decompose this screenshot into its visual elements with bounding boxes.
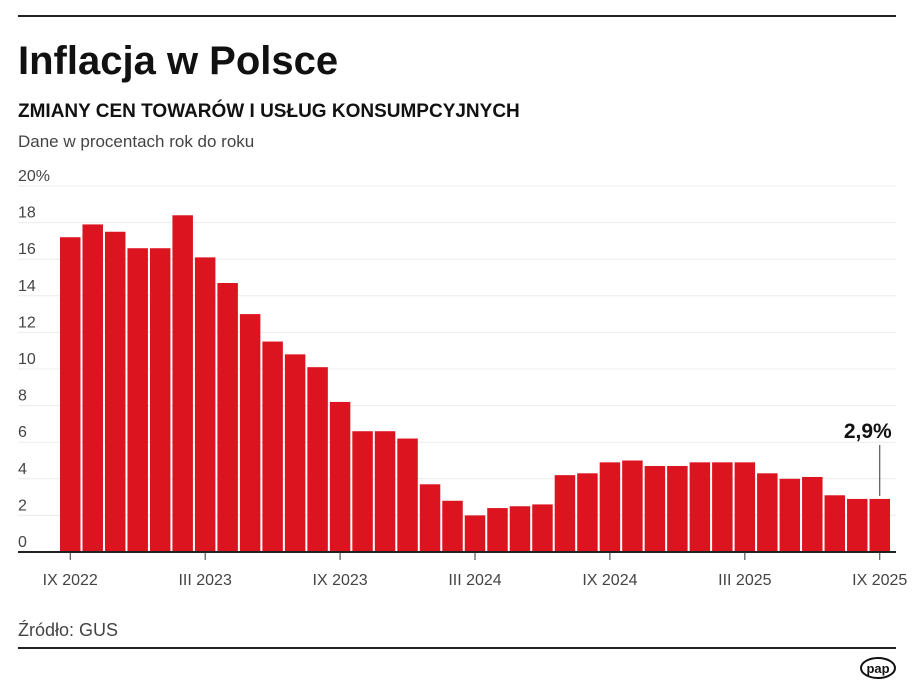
bar-I-2023 [149,248,171,552]
bar-XII-2023 [397,438,418,552]
bar-VI-2025 [802,476,823,552]
bar-IX-2024 [599,462,621,552]
chart-subtitle: ZMIANY CEN TOWARÓW I USŁUG KONSUMPCYJNYC… [18,100,520,122]
y-tick-label: 20% [18,168,50,185]
bar-VI-2023 [262,341,283,552]
y-tick-label: 8 [18,388,27,405]
bar-V-2024 [509,506,531,552]
bar-II-2024 [442,500,463,552]
bar-X-2022 [82,224,103,552]
y-tick-label: 14 [18,278,36,295]
bar-IX-2023 [329,401,351,552]
y-tick-label: 16 [18,241,36,258]
bar-VIII-2024 [577,473,598,552]
y-tick-label: 18 [18,205,36,222]
source-text: Źródło: GUS [18,620,118,640]
y-tick-label: 6 [18,424,27,441]
chart-title: Inflacja w Polsce [18,39,338,83]
bar-VIII-2023 [307,367,328,552]
y-axis-label: Dane w procentach rok do roku [18,132,254,151]
bar-VII-2023 [284,354,306,552]
x-tick-label: IX 2022 [43,572,98,589]
bar-VIII-2025 [847,498,868,552]
bar-VII-2025 [824,495,846,552]
bar-VI-2024 [532,504,553,552]
bar-VII-2024 [554,475,576,552]
pap-logo: pap [860,657,896,679]
y-tick-label: 0 [18,534,27,551]
y-tick-label: 2 [18,497,27,514]
bar-II-2023 [172,215,193,552]
svg-text:pap: pap [866,661,889,676]
bar-XI-2024 [644,465,666,552]
bar-X-2024 [622,460,643,552]
x-tick-label: III 2025 [718,572,771,589]
bar-X-2023 [352,431,373,552]
x-tick-label: IX 2025 [852,572,907,589]
bar-II-2025 [712,462,733,552]
bar-V-2023 [239,314,261,552]
y-tick-label: 10 [18,351,36,368]
bar-I-2025 [689,462,711,552]
bar-XI-2022 [104,231,126,552]
bar-V-2025 [779,478,801,552]
bar-III-2024 [464,515,486,552]
bar-IX-2025 [869,498,890,552]
x-tick-label: IX 2024 [582,572,637,589]
bar-IV-2025 [757,473,778,552]
annotation-label: 2,9% [844,420,892,443]
bar-XII-2024 [667,465,688,552]
y-tick-label: 12 [18,314,36,331]
bar-IV-2023 [217,282,238,552]
bar-IV-2024 [487,508,508,552]
x-tick-label: III 2024 [448,572,501,589]
bar-IX-2022 [60,237,81,553]
y-tick-label: 4 [18,461,27,478]
bar-III-2025 [734,462,756,552]
bar-XII-2022 [127,248,148,552]
bar-I-2024 [419,484,441,552]
x-tick-label: III 2023 [178,572,231,589]
bar-III-2023 [194,257,216,552]
bar-XI-2023 [374,431,396,552]
x-tick-label: IX 2023 [313,572,368,589]
